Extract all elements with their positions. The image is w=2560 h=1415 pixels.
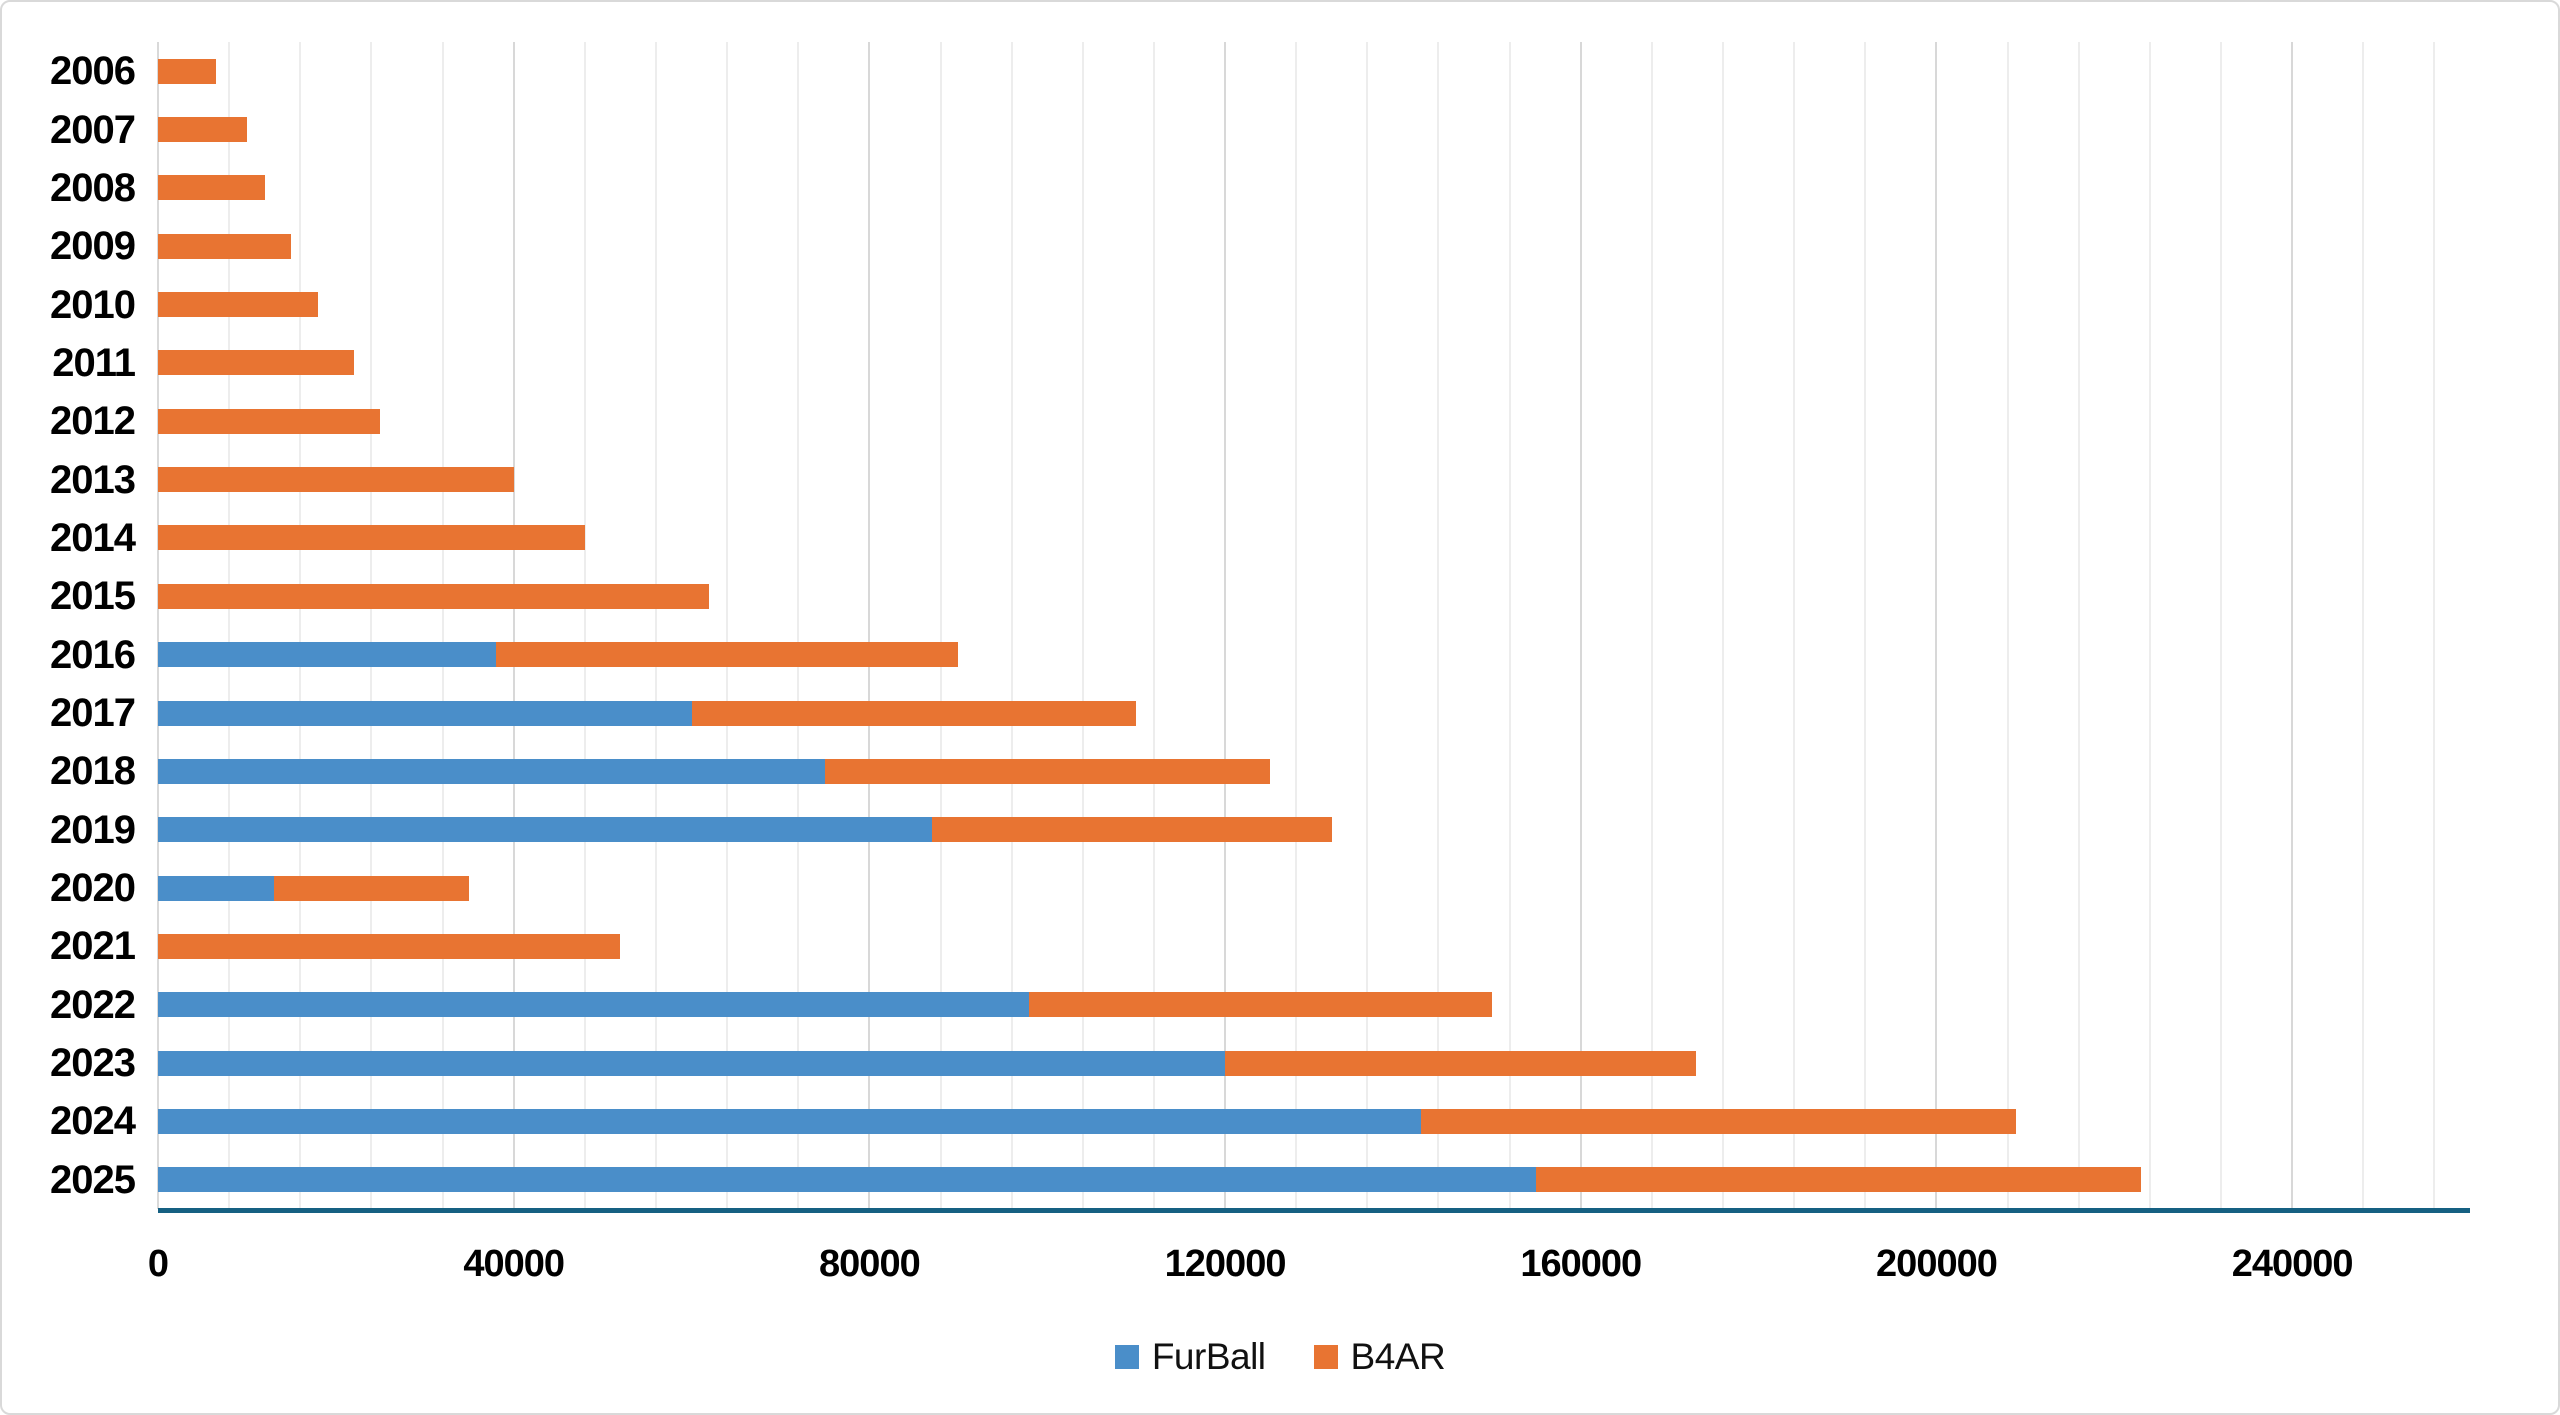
y-axis-category-label: 2011 (52, 340, 136, 385)
x-axis-tick-label: 80000 (819, 1243, 921, 1285)
minor-gridline (2362, 42, 2365, 1209)
minor-gridline (1650, 42, 1653, 1209)
y-axis-category-label: 2015 (50, 574, 136, 619)
b4ar-bar-segment (158, 467, 514, 493)
y-axis-category-label: 2008 (50, 165, 136, 210)
minor-gridline (1295, 42, 1298, 1209)
furball-bar-segment (158, 1167, 1537, 1193)
major-gridline (1579, 42, 1582, 1209)
minor-gridline (1793, 42, 1796, 1209)
y-axis-category-label: 2020 (50, 866, 136, 911)
minor-gridline (1152, 42, 1155, 1209)
b4ar-bar-segment (1420, 1108, 2017, 1134)
b4ar-bar-segment (158, 525, 585, 551)
minor-gridline (2433, 42, 2436, 1209)
furball-bar-segment (158, 700, 692, 726)
y-axis-category-label: 2006 (50, 49, 136, 94)
y-axis-category-label: 2009 (50, 224, 136, 269)
minor-gridline (1437, 42, 1440, 1209)
b4ar-bar-segment (158, 583, 710, 609)
b4ar-bar-segment (273, 875, 470, 901)
minor-gridline (299, 42, 302, 1209)
x-axis-tick-label: 40000 (463, 1243, 565, 1285)
x-axis-tick-label: 200000 (1876, 1243, 1998, 1285)
y-axis-category-label: 2010 (50, 282, 136, 327)
b4ar-bar-segment (158, 58, 216, 84)
major-gridline (1935, 42, 1938, 1209)
minor-gridline (228, 42, 231, 1209)
minor-gridline (1081, 42, 1084, 1209)
x-axis-tick-label: 0 (147, 1243, 169, 1285)
x-axis-line (158, 1208, 2470, 1213)
y-axis-category-label: 2018 (50, 749, 136, 794)
y-axis-category-label: 2016 (50, 632, 136, 677)
x-axis-tick-label: 240000 (2231, 1243, 2354, 1285)
minor-gridline (654, 42, 657, 1209)
minor-gridline (1010, 42, 1013, 1209)
b4ar-bar-segment (158, 292, 319, 318)
minor-gridline (2077, 42, 2080, 1209)
b4ar-bar-segment (1225, 1050, 1697, 1076)
y-axis-category-label: 2017 (50, 691, 136, 736)
minor-gridline (370, 42, 373, 1209)
furball-bar-segment (158, 992, 1030, 1018)
b4ar-bar-segment (1536, 1167, 2141, 1193)
major-gridline (512, 42, 515, 1209)
minor-gridline (1722, 42, 1725, 1209)
y-axis-category-label: 2014 (50, 515, 136, 560)
furball-bar-segment (158, 1050, 1226, 1076)
minor-gridline (1508, 42, 1511, 1209)
b4ar-legend-swatch (1313, 1345, 1338, 1369)
y-axis-category-label: 2019 (50, 807, 136, 852)
legend-item-furball: FurBall (1114, 1336, 1266, 1378)
y-axis-category-label: 2025 (50, 1157, 136, 1202)
y-axis-category-label: 2022 (50, 982, 136, 1027)
minor-gridline (2148, 42, 2151, 1209)
b4ar-bar-segment (158, 233, 292, 259)
y-axis-category-label: 2013 (50, 457, 136, 502)
furball-bar-segment (158, 1108, 1421, 1134)
minor-gridline (2006, 42, 2009, 1209)
legend: FurBall B4AR (2, 1336, 2558, 1378)
major-gridline (868, 42, 871, 1209)
legend-label: FurBall (1151, 1336, 1266, 1377)
legend-label: B4AR (1350, 1336, 1446, 1377)
y-axis-category-label: 2023 (50, 1041, 136, 1086)
y-axis-category-label: 2024 (50, 1099, 136, 1144)
b4ar-bar-segment (931, 817, 1332, 843)
b4ar-bar-segment (1029, 992, 1492, 1018)
minor-gridline (1366, 42, 1369, 1209)
furball-bar-segment (158, 817, 932, 843)
b4ar-bar-segment (158, 350, 354, 376)
b4ar-bar-segment (158, 933, 621, 959)
y-axis-line (157, 42, 159, 1209)
x-axis-tick-label: 120000 (1164, 1243, 1287, 1285)
furball-legend-swatch (1114, 1345, 1139, 1369)
b4ar-bar-segment (691, 700, 1137, 726)
minor-gridline (797, 42, 800, 1209)
b4ar-bar-segment (495, 642, 959, 668)
minor-gridline (939, 42, 942, 1209)
b4ar-bar-segment (824, 758, 1270, 784)
minor-gridline (726, 42, 729, 1209)
major-gridline (2291, 42, 2294, 1209)
b4ar-bar-segment (158, 117, 247, 143)
minor-gridline (2220, 42, 2222, 1209)
major-gridline (1224, 42, 1227, 1209)
furball-bar-segment (158, 875, 274, 901)
furball-bar-segment (158, 642, 496, 668)
furball-bar-segment (158, 758, 825, 784)
minor-gridline (441, 42, 444, 1209)
y-axis-category-label: 2007 (50, 107, 136, 152)
legend-item-b4ar: B4AR (1313, 1336, 1446, 1378)
minor-gridline (1864, 42, 1867, 1209)
y-axis-category-label: 2021 (50, 924, 136, 969)
minor-gridline (583, 42, 586, 1209)
b4ar-bar-segment (158, 408, 381, 434)
b4ar-bar-segment (158, 175, 265, 201)
x-axis-tick-label: 160000 (1520, 1243, 1642, 1285)
y-axis-category-label: 2012 (50, 399, 136, 444)
